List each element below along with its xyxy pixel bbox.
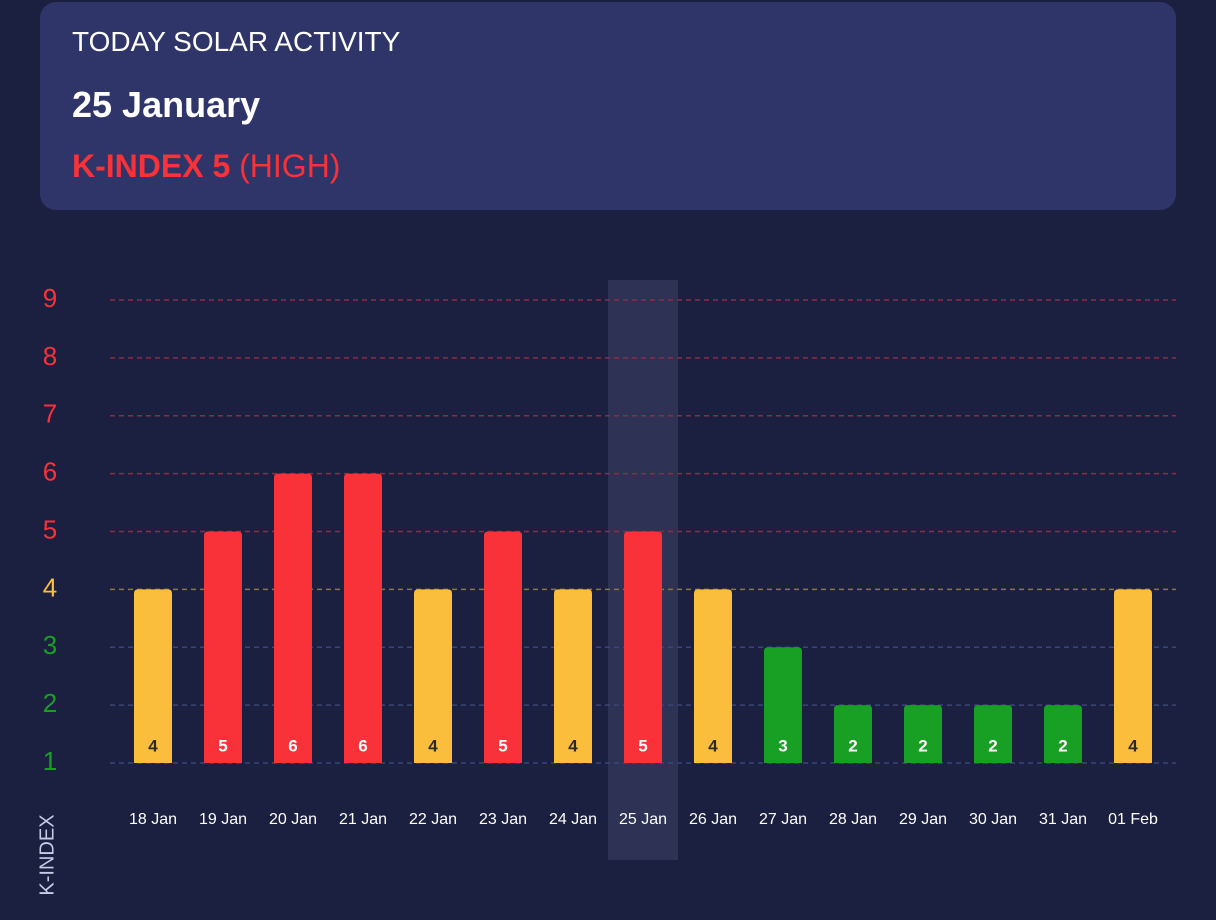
x-tick-label: 27 Jan bbox=[759, 811, 807, 828]
value-label: 4 bbox=[708, 736, 718, 755]
value-label: 6 bbox=[288, 736, 297, 755]
x-tick-label: 23 Jan bbox=[479, 811, 527, 828]
value-label: 6 bbox=[358, 736, 367, 755]
value-label: 4 bbox=[148, 736, 158, 755]
bar bbox=[554, 589, 592, 763]
value-label: 5 bbox=[218, 736, 227, 755]
x-tick-label: 29 Jan bbox=[899, 811, 947, 828]
value-label: 4 bbox=[428, 736, 438, 755]
y-tick-label: 6 bbox=[43, 457, 57, 487]
value-label: 3 bbox=[778, 736, 787, 755]
x-tick-label: 22 Jan bbox=[409, 811, 457, 828]
kindex: K-INDEX 5 bbox=[72, 148, 231, 184]
bar bbox=[1114, 589, 1152, 763]
kindex-line: K-INDEX 5 (HIGH) bbox=[72, 148, 340, 185]
bar bbox=[134, 589, 172, 763]
value-label: 2 bbox=[988, 736, 997, 755]
y-tick-label: 2 bbox=[43, 688, 57, 718]
bar bbox=[694, 589, 732, 763]
y-tick-label: 3 bbox=[43, 630, 57, 660]
bar bbox=[764, 647, 802, 763]
level: (HIGH) bbox=[239, 148, 341, 184]
bar bbox=[834, 705, 872, 763]
value-label: 5 bbox=[498, 736, 507, 755]
x-tick-label: 20 Jan bbox=[269, 811, 317, 828]
y-tick-label: 4 bbox=[43, 572, 57, 602]
value-label: 2 bbox=[918, 736, 927, 755]
y-tick-label: 5 bbox=[43, 514, 57, 544]
y-tick-label: 7 bbox=[43, 399, 57, 429]
card-title: TODAY SOLAR ACTIVITY bbox=[72, 26, 401, 57]
bar bbox=[414, 589, 452, 763]
value-label: 4 bbox=[1128, 736, 1138, 755]
bar bbox=[1044, 705, 1082, 763]
value-label: 5 bbox=[638, 736, 647, 755]
bar bbox=[624, 531, 662, 763]
x-tick-label: 28 Jan bbox=[829, 811, 877, 828]
y-axis-label: K-INDEX bbox=[36, 814, 58, 895]
value-label: 2 bbox=[848, 736, 857, 755]
bar bbox=[484, 531, 522, 763]
x-tick-label: 19 Jan bbox=[199, 811, 247, 828]
x-tick-label: 31 Jan bbox=[1039, 811, 1087, 828]
y-tick-label: 9 bbox=[43, 283, 57, 313]
bar bbox=[904, 705, 942, 763]
bar bbox=[974, 705, 1012, 763]
y-tick-label: 1 bbox=[43, 746, 57, 776]
x-tick-label: 24 Jan bbox=[549, 811, 597, 828]
y-tick-label: 8 bbox=[43, 341, 57, 371]
bar bbox=[344, 473, 382, 763]
x-tick-label: 18 Jan bbox=[129, 811, 177, 828]
x-tick-label: 01 Feb bbox=[1108, 811, 1158, 828]
x-tick-label: 26 Jan bbox=[689, 811, 737, 828]
x-tick-label: 25 Jan bbox=[619, 811, 667, 828]
value-label: 2 bbox=[1058, 736, 1067, 755]
x-tick-label: 21 Jan bbox=[339, 811, 387, 828]
bar bbox=[204, 531, 242, 763]
x-tick-label: 30 Jan bbox=[969, 811, 1017, 828]
value-label: 4 bbox=[568, 736, 578, 755]
summary-card: TODAY SOLAR ACTIVITY 25 January K-INDEX … bbox=[40, 2, 1176, 210]
date: 25 January bbox=[72, 84, 261, 125]
bar bbox=[274, 473, 312, 763]
